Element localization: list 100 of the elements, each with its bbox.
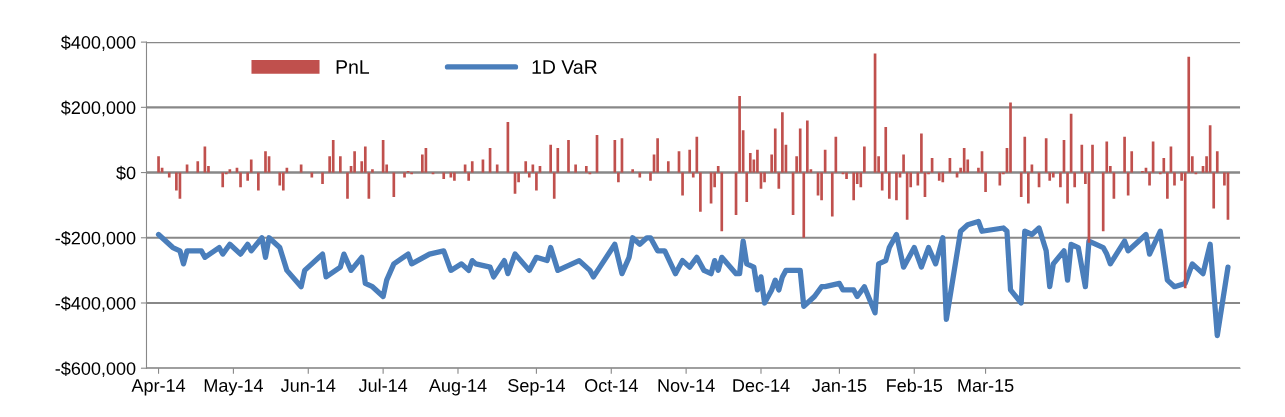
bar xyxy=(880,172,884,191)
bar xyxy=(656,138,659,173)
bar xyxy=(442,172,446,180)
bar xyxy=(916,172,920,186)
bar xyxy=(638,172,642,178)
bar xyxy=(859,172,863,188)
bar xyxy=(1080,144,1084,173)
x-tick-label: Feb-15 xyxy=(887,378,943,392)
bar xyxy=(196,161,200,173)
y-tick-label: $200,000 xyxy=(60,100,136,117)
bar xyxy=(756,149,759,173)
bar xyxy=(239,172,242,188)
bar xyxy=(1091,144,1094,173)
x-tick-label: Dec-14 xyxy=(733,379,790,392)
bar xyxy=(649,172,652,181)
bar xyxy=(688,149,692,173)
bar xyxy=(363,146,367,173)
bar xyxy=(1066,172,1069,204)
bar xyxy=(1187,56,1191,173)
bar xyxy=(278,172,282,186)
legend-label: PnL xyxy=(336,60,370,74)
x-tick-label: Mar-15 xyxy=(958,379,1014,392)
bar xyxy=(453,172,456,181)
bar xyxy=(1123,136,1126,173)
bar xyxy=(1130,151,1134,173)
bar xyxy=(781,112,784,173)
bar xyxy=(748,152,752,173)
bar xyxy=(371,169,374,173)
bar xyxy=(157,156,160,173)
bar xyxy=(773,128,777,173)
bar xyxy=(1019,172,1023,198)
bar xyxy=(321,172,324,184)
bar xyxy=(524,161,528,173)
bar xyxy=(716,166,720,173)
bar xyxy=(902,154,905,173)
x-tick-label: Apr-14 xyxy=(131,379,186,396)
y-tick-label: -$200,000 xyxy=(55,230,136,247)
bar xyxy=(1105,141,1109,173)
x-tick-label: Jun-14 xyxy=(280,379,336,392)
bar xyxy=(852,172,856,201)
bar xyxy=(310,172,314,178)
bar xyxy=(1044,138,1048,173)
bar xyxy=(1162,157,1166,173)
bar xyxy=(745,172,749,202)
bar xyxy=(920,133,923,173)
x-tick-label: May-14 xyxy=(204,379,263,396)
bar xyxy=(535,172,538,191)
bar xyxy=(527,172,531,178)
bar xyxy=(830,172,834,217)
bar xyxy=(249,159,253,173)
bar xyxy=(584,166,588,173)
bar xyxy=(552,172,556,199)
y-tick-label: $0 xyxy=(116,165,136,181)
bar xyxy=(567,139,570,173)
bar xyxy=(1183,172,1187,289)
bar xyxy=(1048,172,1052,181)
bar xyxy=(845,172,848,180)
bar xyxy=(221,172,225,188)
x-tick-label: Aug-14 xyxy=(428,379,487,396)
x-tick-label: Sep-14 xyxy=(508,379,565,396)
bar xyxy=(802,172,806,238)
bar xyxy=(798,128,802,173)
bar xyxy=(962,148,966,173)
bar xyxy=(392,172,396,198)
bar xyxy=(346,172,349,199)
bar xyxy=(984,172,987,193)
bar xyxy=(339,156,342,173)
bar xyxy=(1101,172,1105,232)
bar xyxy=(863,146,866,173)
y-tick-label: -$400,000 xyxy=(55,296,136,312)
bar xyxy=(617,172,620,183)
x-tick-label: Nov-14 xyxy=(658,379,715,392)
bar xyxy=(167,172,171,178)
bar xyxy=(941,172,945,183)
bar xyxy=(1215,151,1219,173)
bar xyxy=(720,172,724,232)
bar xyxy=(884,126,888,173)
bar xyxy=(353,151,356,173)
bar xyxy=(895,172,898,201)
bar xyxy=(1212,172,1216,209)
bar xyxy=(257,172,260,191)
bar xyxy=(631,169,634,173)
bar xyxy=(699,172,702,212)
bar xyxy=(1148,172,1151,186)
bar xyxy=(1009,102,1012,173)
y-tick-label: $400,000 xyxy=(60,35,136,51)
bar xyxy=(738,95,741,173)
bar xyxy=(549,144,552,173)
bar xyxy=(613,139,617,173)
bar xyxy=(556,148,560,173)
bar xyxy=(331,139,335,173)
bar xyxy=(281,172,285,191)
y-tick-label: -$600,000 xyxy=(55,361,136,378)
bar xyxy=(1073,172,1077,188)
bar xyxy=(264,151,267,173)
bar xyxy=(998,172,1002,186)
x-tick-label: Oct-14 xyxy=(585,379,638,392)
bar xyxy=(1027,172,1030,204)
bar xyxy=(666,161,670,173)
bar xyxy=(777,172,781,189)
